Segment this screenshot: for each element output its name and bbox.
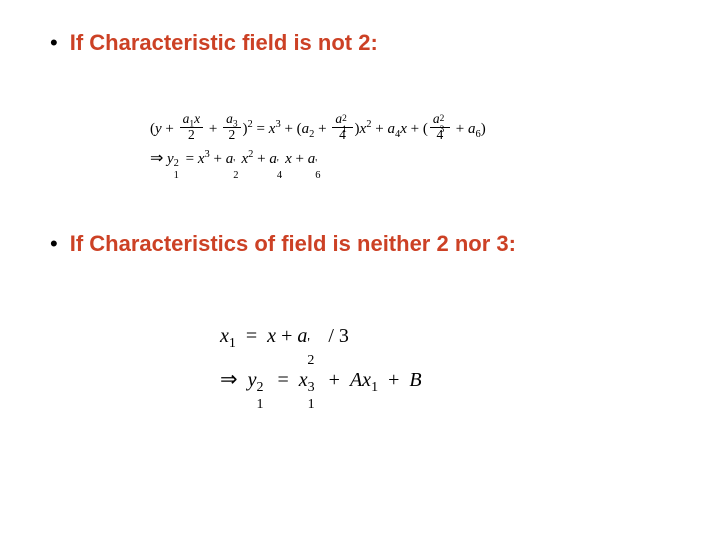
sup3: 3 bbox=[275, 119, 280, 130]
frac-num: a23 bbox=[430, 112, 450, 128]
op-eq: = bbox=[257, 121, 265, 137]
var-a: a bbox=[269, 151, 277, 167]
bullet-2-text: If Characteristics of field is neither 2… bbox=[70, 229, 516, 260]
frac-den: 2 bbox=[223, 128, 240, 143]
bullet-marker-1: • bbox=[50, 28, 58, 59]
op-plus: + bbox=[375, 121, 383, 137]
slide-content: • If Characteristic field is not 2: ( y +… bbox=[0, 0, 720, 421]
var-x: x bbox=[299, 369, 308, 391]
op-plus: + bbox=[456, 121, 464, 137]
var-a: a bbox=[387, 121, 395, 137]
op-eq: = bbox=[278, 369, 289, 391]
frac-num: a1x bbox=[180, 112, 203, 128]
frac-num: a3 bbox=[223, 112, 240, 128]
var-y: y bbox=[167, 151, 174, 167]
op-plus: + bbox=[411, 121, 419, 137]
var-x: x bbox=[400, 121, 407, 137]
frac-a1sq-4: a21 4 bbox=[332, 112, 352, 143]
sub1: 1 bbox=[371, 380, 378, 395]
equation-block-1: (y + a1x 2 + a3 2 )2 = x3 + (a2 + a21 4 … bbox=[150, 114, 670, 175]
op-plus: + bbox=[165, 121, 173, 137]
var-y: y bbox=[248, 369, 257, 391]
op-plus: + bbox=[296, 151, 304, 167]
eq2-line2: ⇒ y21 = x31 + Ax1 + B bbox=[220, 357, 670, 401]
bullet-marker-2: • bbox=[50, 229, 58, 260]
op-plus: + bbox=[388, 369, 399, 391]
op-eq: = bbox=[246, 325, 257, 347]
eq1-line1: (y + a1x 2 + a3 2 )2 = x3 + (a2 + a21 4 … bbox=[150, 114, 670, 145]
var-a: a bbox=[226, 151, 234, 167]
var-B: B bbox=[409, 369, 421, 391]
op-plus: + bbox=[318, 121, 326, 137]
frac-num: a21 bbox=[332, 112, 352, 128]
implies-symbol: ⇒ bbox=[220, 367, 238, 391]
sub1: 1 bbox=[229, 336, 236, 351]
op-eq: = bbox=[186, 151, 194, 167]
sup3: 3 bbox=[205, 149, 210, 160]
op-plus: + bbox=[329, 369, 340, 391]
op-plus: + bbox=[257, 151, 265, 167]
var-A: A bbox=[350, 369, 362, 391]
var-x: x bbox=[285, 151, 292, 167]
var-x: x bbox=[362, 369, 371, 391]
implies-symbol: ⇒ bbox=[150, 150, 163, 167]
op-plus: + bbox=[284, 121, 292, 137]
bullet-2: • If Characteristics of field is neither… bbox=[50, 229, 670, 260]
var-a: a bbox=[297, 325, 307, 347]
var-a: a bbox=[308, 151, 316, 167]
frac-a1x-2: a1x 2 bbox=[180, 112, 203, 143]
sq: 2 bbox=[248, 119, 253, 130]
sup2: 2 bbox=[366, 119, 371, 130]
equation-block-2: x1 = x + a'2 / 3 ⇒ y21 = x31 + Ax1 + B bbox=[220, 315, 670, 401]
div3: / 3 bbox=[328, 325, 349, 347]
bullet-1-text: If Characteristic field is not 2: bbox=[70, 28, 378, 59]
var-x: x bbox=[220, 325, 229, 347]
frac-den: 2 bbox=[180, 128, 203, 143]
lparen: ( bbox=[423, 121, 428, 137]
var-x: x bbox=[267, 325, 276, 347]
rparen: ) bbox=[481, 121, 486, 137]
frac-a3sq-4: a23 4 bbox=[430, 112, 450, 143]
eq2-line1: x1 = x + a'2 / 3 bbox=[220, 315, 670, 357]
eq1-line2: ⇒ y21 = x3 + a'2x2 + a'4x + a'6 bbox=[150, 144, 670, 174]
op-plus: + bbox=[209, 121, 217, 137]
sup2: 2 bbox=[248, 149, 253, 160]
sub2: 2 bbox=[309, 129, 314, 140]
op-plus: + bbox=[214, 151, 222, 167]
bullet-1: • If Characteristic field is not 2: bbox=[50, 28, 670, 59]
var-x: x bbox=[198, 151, 205, 167]
op-plus: + bbox=[281, 325, 292, 347]
var-y: y bbox=[155, 121, 162, 137]
frac-a3-2: a3 2 bbox=[223, 112, 240, 143]
